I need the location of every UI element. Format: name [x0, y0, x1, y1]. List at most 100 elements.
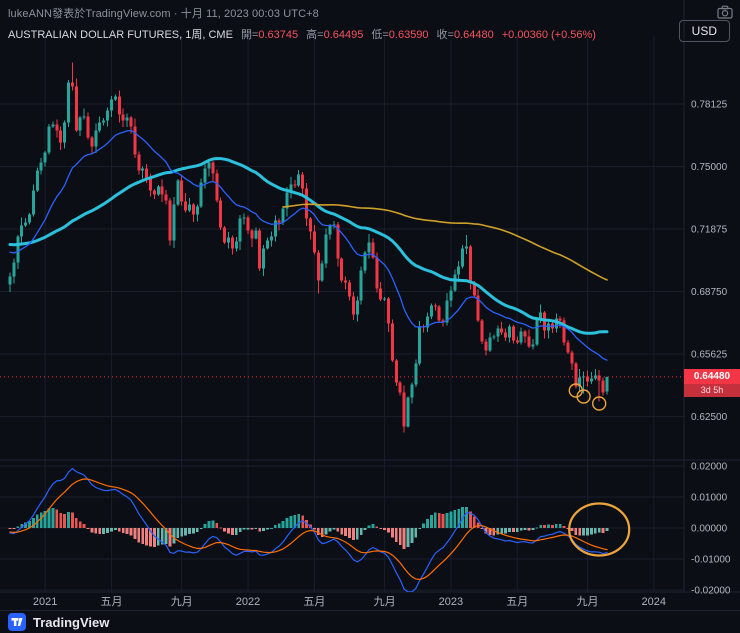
candle-body [410, 384, 414, 398]
macd-histogram-bar [266, 528, 269, 530]
candle-body [152, 190, 156, 195]
candle-body [242, 217, 246, 219]
price-axis-label: 0.78125 [691, 100, 728, 111]
macd-histogram-bar [39, 512, 43, 528]
candle-body [168, 200, 172, 241]
candle-body [238, 218, 242, 242]
macd-histogram-bar [51, 508, 55, 528]
price-axis[interactable]: 0.78125 0.75000 0.71875 0.68750 0.65625 0.625… [691, 100, 731, 597]
candle-body [137, 154, 141, 171]
macd-histogram-bar [176, 528, 180, 539]
time-axis-label: 九月 [171, 595, 193, 608]
candle-body [234, 241, 238, 249]
candle-body [601, 380, 605, 393]
macd-histogram-bar [86, 528, 90, 529]
candle-body [383, 298, 387, 300]
macd-histogram-bar [121, 528, 125, 534]
ma-long-line [282, 203, 608, 281]
macd-histogram-bar [426, 518, 429, 528]
macd-histogram-bar [340, 528, 344, 535]
macd-histogram-bar [383, 528, 386, 530]
macd-histogram-bar [590, 528, 593, 535]
candle-body [94, 130, 98, 147]
candle-wick [598, 370, 600, 402]
macd-histogram-bar [313, 528, 316, 530]
macd-histogram-bar [348, 528, 351, 538]
snapshot-camera-icon[interactable] [717, 5, 733, 19]
currency-usd-button[interactable]: USD [678, 20, 730, 42]
price-axis-label: 0.71875 [691, 225, 728, 236]
time-axis-label: 五月 [506, 596, 528, 608]
candle-wick [583, 371, 585, 394]
topbar: lukeANN發表於TradingView.com · 十月 11, 2023 … [8, 4, 710, 22]
candle-body [43, 152, 47, 163]
candle-body [141, 168, 145, 171]
macd-highlight-ellipse[interactable] [568, 502, 631, 557]
candle-body [484, 341, 488, 351]
price-axis-label: 0.65625 [691, 350, 728, 361]
candle-body [262, 248, 266, 269]
candle-body [320, 263, 324, 281]
candle-body [597, 375, 601, 381]
candle-body [90, 137, 94, 147]
macd-histogram-bar [480, 528, 484, 529]
macd-histogram-bar [293, 515, 297, 528]
bar-countdown: 3d 5h [684, 383, 740, 397]
price-axis-label: 0.75000 [691, 162, 728, 173]
macd-histogram-bar [324, 528, 328, 535]
candle-body [562, 320, 566, 343]
attribution-link[interactable]: lukeANN發表於TradingView.com · 十月 11, 2023 … [8, 8, 319, 20]
annotations[interactable] [568, 383, 631, 557]
macd-histogram-bar [593, 528, 597, 534]
candle-body [250, 230, 254, 239]
macd-histogram-bar [141, 528, 145, 545]
candle-body [359, 270, 363, 301]
highlight-circle[interactable] [576, 389, 591, 404]
macd-axis-label: 0.00000 [691, 524, 728, 535]
macd-histogram-bar [94, 528, 98, 534]
close-label: 收= [436, 29, 454, 41]
candle-wick [516, 336, 518, 345]
macd-histogram-bar [168, 528, 172, 547]
legend-change: +0.00360 (+0.56%) [501, 29, 596, 41]
legend-close: 收=0.64480 [437, 26, 494, 42]
time-axis-label: 九月 [374, 595, 396, 608]
macd-histogram-bar [129, 528, 133, 536]
candle-body [398, 382, 402, 393]
macd-histogram-bar [90, 528, 94, 533]
macd-histogram-bar [223, 528, 226, 532]
macd-axis-label: 0.01000 [691, 493, 728, 504]
open-label: 開= [240, 29, 259, 41]
high-label: 高= [306, 29, 324, 41]
grid-lines [0, 0, 740, 593]
tradingview-logo-icon[interactable] [8, 613, 26, 631]
macd-histogram-bar [344, 528, 347, 536]
candle-wick [594, 369, 596, 380]
macd-histogram-bar [301, 515, 305, 528]
candle-body [203, 168, 207, 183]
macd-histogram-bar [437, 513, 441, 528]
footer: TradingView [0, 610, 740, 633]
macd-axis-label: -0.01000 [691, 555, 731, 566]
candle-body [367, 242, 371, 253]
candle-body [129, 117, 133, 127]
candle-wick [243, 213, 245, 225]
time-axis[interactable]: 2021 五月 九月 2022 五月 九月 2023 五月 九月 2024 [33, 595, 666, 608]
last-price-value: 0.64480 [684, 368, 740, 384]
candle-body [476, 295, 480, 321]
macd-histogram-bar [558, 524, 562, 528]
macd-histogram-bar [8, 528, 12, 529]
candle-body [59, 130, 63, 143]
candle-body [379, 288, 383, 300]
candle-body [289, 184, 293, 193]
macd-histogram-bar [156, 528, 160, 546]
macd-histogram-bar [316, 528, 320, 536]
macd-histogram-bar [352, 528, 355, 541]
candle-body [67, 82, 70, 123]
candle-body [414, 363, 418, 385]
candle-body [254, 230, 258, 239]
highlight-circle[interactable] [592, 396, 607, 411]
tradingview-wordmark[interactable]: TradingView [33, 614, 110, 630]
macd-histogram-bar [47, 508, 51, 528]
